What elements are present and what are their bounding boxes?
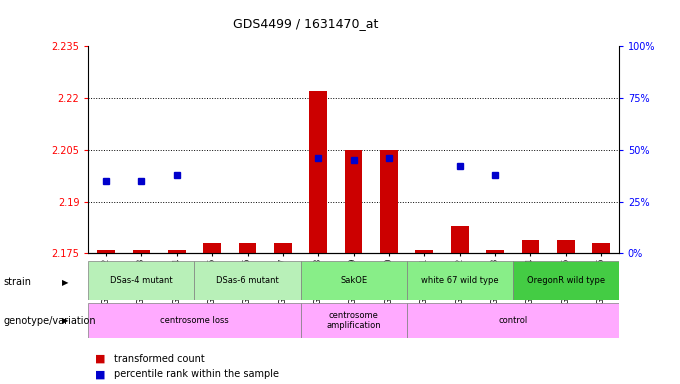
Text: genotype/variation: genotype/variation xyxy=(3,316,96,326)
Bar xyxy=(522,240,539,253)
Text: ■: ■ xyxy=(95,369,105,379)
Bar xyxy=(486,250,504,253)
Bar xyxy=(194,261,301,300)
Text: SakOE: SakOE xyxy=(340,276,367,285)
Bar xyxy=(301,303,407,338)
Bar xyxy=(168,250,186,253)
Bar xyxy=(203,243,221,253)
Bar xyxy=(88,261,194,300)
Text: ▶: ▶ xyxy=(61,278,68,287)
Text: strain: strain xyxy=(3,277,31,287)
Bar xyxy=(513,261,619,300)
Bar xyxy=(557,240,575,253)
Text: DSas-6 mutant: DSas-6 mutant xyxy=(216,276,279,285)
Bar xyxy=(88,303,301,338)
Text: ▶: ▶ xyxy=(61,316,68,325)
Bar xyxy=(407,261,513,300)
Text: OregonR wild type: OregonR wild type xyxy=(527,276,605,285)
Bar xyxy=(451,226,469,253)
Text: ■: ■ xyxy=(95,354,105,364)
Bar xyxy=(592,243,610,253)
Bar xyxy=(97,250,115,253)
Bar xyxy=(309,91,327,253)
Text: white 67 wild type: white 67 wild type xyxy=(421,276,498,285)
Bar xyxy=(407,303,619,338)
Text: percentile rank within the sample: percentile rank within the sample xyxy=(114,369,279,379)
Text: control: control xyxy=(498,316,528,325)
Text: DSas-4 mutant: DSas-4 mutant xyxy=(110,276,173,285)
Bar xyxy=(380,150,398,253)
Text: transformed count: transformed count xyxy=(114,354,205,364)
Text: GDS4499 / 1631470_at: GDS4499 / 1631470_at xyxy=(233,17,379,30)
Bar xyxy=(301,261,407,300)
Bar xyxy=(133,250,150,253)
Bar xyxy=(415,250,433,253)
Text: centrosome loss: centrosome loss xyxy=(160,316,229,325)
Text: centrosome
amplification: centrosome amplification xyxy=(326,311,381,330)
Bar xyxy=(345,150,362,253)
Bar xyxy=(274,243,292,253)
Bar xyxy=(239,243,256,253)
